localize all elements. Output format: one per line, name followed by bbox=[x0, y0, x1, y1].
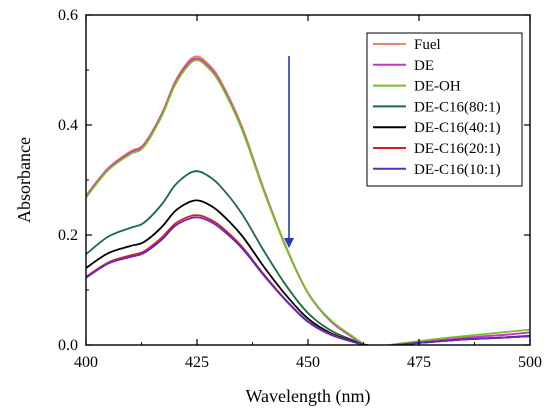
x-axis-ticks: 400 425 450 475 500 bbox=[74, 15, 542, 371]
y-tick-label: 0.4 bbox=[58, 117, 78, 134]
series-line-3 bbox=[86, 170, 530, 345]
y-tick-label: 0.0 bbox=[58, 337, 78, 354]
legend-label: DE-C16(80:1) bbox=[414, 99, 501, 115]
legend-label: DE-OH bbox=[414, 79, 461, 95]
legend-label: DE-C16(20:1) bbox=[414, 141, 501, 157]
y-tick-label: 0.6 bbox=[58, 7, 78, 24]
series-line-6 bbox=[86, 216, 530, 345]
x-tick-label: 400 bbox=[74, 354, 98, 371]
y-tick-label: 0.2 bbox=[58, 227, 78, 244]
series-line-4 bbox=[86, 199, 530, 345]
x-tick-label: 500 bbox=[518, 354, 542, 371]
y-axis-title: Absorbance bbox=[14, 137, 34, 223]
legend-label: Fuel bbox=[414, 37, 441, 53]
legend-box bbox=[366, 32, 523, 187]
legend: Fuel DE DE-OH DE-C16(80:1) DE-C16(40:1) DE-C1… bbox=[366, 32, 523, 187]
x-axis-title: Wavelength (nm) bbox=[245, 386, 370, 407]
x-tick-label: 425 bbox=[185, 354, 209, 371]
x-tick-label: 450 bbox=[296, 354, 320, 371]
legend-label: DE-C16(10:1) bbox=[414, 162, 501, 178]
x-tick-label: 475 bbox=[407, 354, 431, 371]
y-axis-ticks: 0.0 0.2 0.4 0.6 bbox=[58, 7, 530, 354]
legend-label: DE-C16(40:1) bbox=[414, 120, 501, 136]
legend-label: DE bbox=[414, 58, 434, 74]
